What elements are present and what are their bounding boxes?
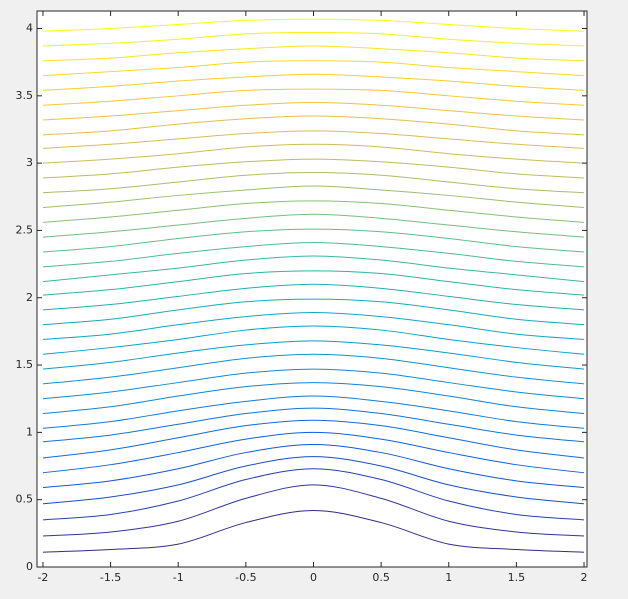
contour-line <box>42 382 585 415</box>
contour-line <box>42 60 585 77</box>
contour-line <box>42 185 585 209</box>
y-tick-label: 0 <box>26 560 33 573</box>
contour-line <box>42 32 585 47</box>
contour-line <box>42 255 585 283</box>
y-tick-label: 1.5 <box>16 358 34 371</box>
x-tick-label: -1.5 <box>100 571 121 584</box>
contour-line <box>42 242 585 268</box>
contour-line <box>42 172 585 194</box>
contour-line <box>42 419 585 459</box>
contour-line <box>42 18 585 32</box>
y-tick-label: 2 <box>26 291 33 304</box>
contour-line <box>42 509 585 553</box>
y-tick-label: 4 <box>26 22 33 35</box>
contour-line <box>42 270 585 296</box>
contour-line <box>42 115 585 136</box>
contour-line <box>42 325 585 355</box>
x-tick-label: 0 <box>310 571 317 584</box>
y-tick-label: 2.5 <box>16 223 34 236</box>
contour-line <box>42 143 585 164</box>
contour-line <box>42 102 585 121</box>
contour-line <box>42 395 585 429</box>
x-tick-label: -0.5 <box>235 571 256 584</box>
y-tick-label: 3.5 <box>16 89 34 102</box>
y-tick-label: 0.5 <box>16 493 34 506</box>
y-tick-label: 3 <box>26 156 33 169</box>
x-tick-label: 1.5 <box>508 571 526 584</box>
contour-line <box>42 407 585 443</box>
x-tick-label: 1 <box>445 571 452 584</box>
contour-line <box>42 283 585 311</box>
contour-line <box>42 353 585 385</box>
contour-line <box>42 340 585 370</box>
contour-line <box>42 312 585 340</box>
x-tick-label: -1 <box>173 571 184 584</box>
contour-line <box>42 368 585 400</box>
contour-line <box>42 456 585 505</box>
contour-line <box>42 158 585 179</box>
x-tick-label: -2 <box>37 571 48 584</box>
contour-line <box>42 130 585 149</box>
y-tick-label: 1 <box>26 425 33 438</box>
contour-line <box>42 431 585 474</box>
plot-area <box>37 11 587 567</box>
contour-line <box>42 213 585 238</box>
x-tick-label: 0.5 <box>372 571 390 584</box>
contour-line <box>42 443 585 489</box>
contour-line <box>42 484 585 537</box>
contour-line <box>42 468 585 521</box>
contour-line <box>42 228 585 253</box>
contour-line <box>42 73 585 91</box>
axes-box <box>36 10 588 568</box>
contour-line <box>42 298 585 326</box>
contour-line <box>42 200 585 223</box>
contour-line <box>42 88 585 106</box>
contour-line <box>42 45 585 62</box>
x-tick-label: 2 <box>581 571 588 584</box>
